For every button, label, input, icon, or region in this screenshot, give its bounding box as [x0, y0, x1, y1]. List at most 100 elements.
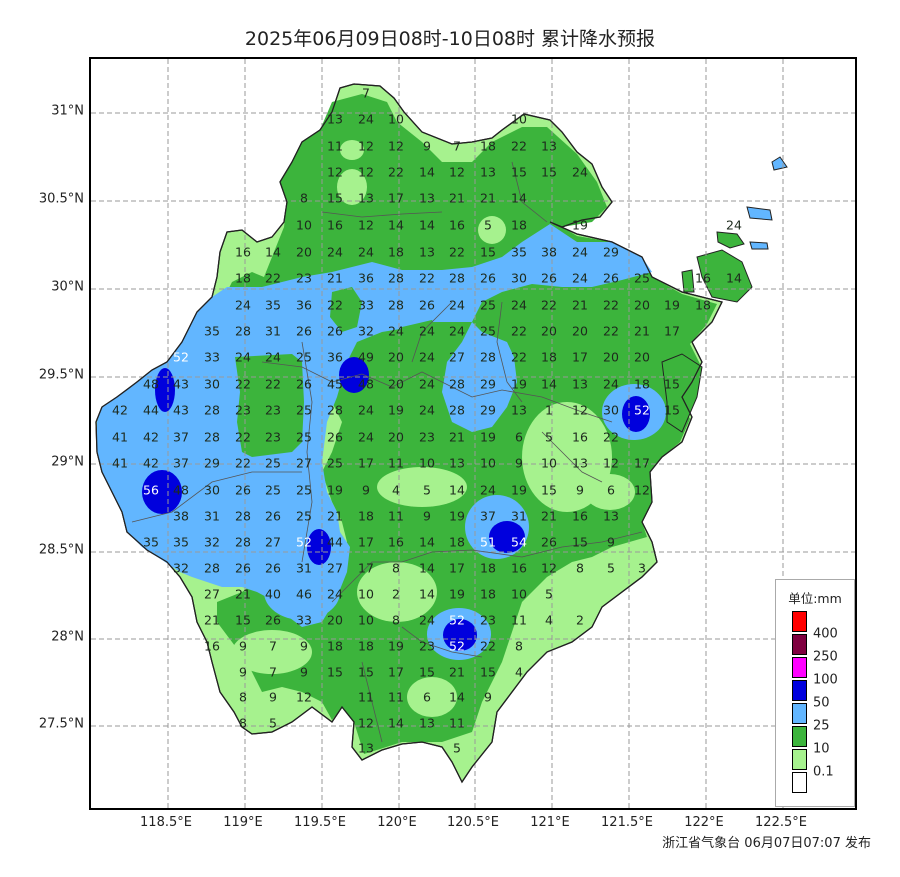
station-value: 24 [419, 402, 435, 418]
station-value: 20 [541, 323, 557, 339]
station-value: 21 [327, 270, 343, 286]
station-value: 14 [388, 217, 404, 233]
island [716, 231, 745, 249]
station-value: 14 [541, 376, 557, 392]
station-value: 18 [358, 508, 374, 524]
station-value: 11 [388, 455, 404, 471]
station-value: 17 [449, 560, 465, 576]
station-value: 22 [511, 323, 527, 339]
station-value: 25 [480, 323, 496, 339]
station-value: 25 [296, 349, 312, 365]
station-value: 24 [572, 270, 588, 286]
station-value: 27 [204, 586, 220, 602]
legend-swatch [792, 634, 807, 655]
station-value: 15 [235, 612, 251, 628]
station-value: 25 [480, 297, 496, 313]
station-value: 48 [173, 482, 189, 498]
station-value: 15 [664, 376, 680, 392]
station-value: 22 [235, 455, 251, 471]
x-tick-label: 119.5°E [294, 815, 346, 830]
rain-light-pocket [407, 677, 457, 717]
station-value: 12 [358, 164, 374, 180]
station-value: 16 [449, 217, 465, 233]
station-value: 13 [511, 402, 527, 418]
legend: 单位:mm 400 250 100 50 25 10 0.1 [775, 579, 855, 807]
station-value: 44 [327, 534, 343, 550]
station-value: 17 [358, 560, 374, 576]
y-tick-label: 28°N [51, 629, 84, 645]
x-tick-label: 121°E [530, 815, 570, 830]
station-value: 28 [204, 402, 220, 418]
station-value: 25 [296, 482, 312, 498]
station-value: 27 [296, 455, 312, 471]
island [681, 269, 695, 293]
station-value: 32 [204, 534, 220, 550]
station-value: 20 [634, 349, 650, 365]
rain-light-pocket [585, 474, 635, 510]
station-value: 30 [603, 402, 619, 418]
legend-swatch [792, 611, 807, 632]
station-value: 37 [173, 429, 189, 445]
city-borders [131, 161, 643, 743]
station-value: 28 [449, 402, 465, 418]
station-value: 5 [423, 482, 431, 498]
station-value: 17 [664, 323, 680, 339]
issuer-footer: 浙江省气象台 06月07日07:07 发布 [662, 836, 871, 851]
station-value: 11 [449, 715, 465, 731]
station-value: 51 [480, 534, 496, 550]
station-value: 33 [296, 612, 312, 628]
station-value: 32 [173, 560, 189, 576]
legend-swatch [792, 703, 807, 724]
station-value: 35 [511, 244, 527, 260]
station-value: 24 [327, 244, 343, 260]
station-value: 37 [173, 455, 189, 471]
y-tick-label: 30°N [51, 279, 84, 295]
station-value: 18 [358, 638, 374, 654]
station-value: 24 [511, 297, 527, 313]
station-value: 19 [388, 402, 404, 418]
station-value: 10 [388, 111, 404, 127]
station-value: 27 [265, 534, 281, 550]
station-value: 14 [419, 586, 435, 602]
rain-50-100-core [155, 368, 175, 412]
station-value: 16 [327, 217, 343, 233]
station-value: 11 [388, 508, 404, 524]
station-value: 18 [480, 138, 496, 154]
station-value: 21 [449, 429, 465, 445]
station-value: 28 [204, 429, 220, 445]
station-value: 16 [204, 638, 220, 654]
station-value: 52 [173, 349, 189, 365]
station-value: 23 [419, 638, 435, 654]
station-value: 17 [572, 349, 588, 365]
legend-swatch [792, 680, 807, 701]
station-value: 12 [541, 560, 557, 576]
station-value: 18 [634, 376, 650, 392]
station-value: 9 [515, 455, 523, 471]
station-value: 22 [388, 164, 404, 180]
station-value: 45 [327, 376, 343, 392]
map-frame: 7 13 24 10 10 11 12 12 9 7 18 22 13 12 12 22 14 12 13 15 15 2… [89, 57, 857, 810]
legend-level-label: 10 [813, 741, 830, 757]
station-value: 28 [449, 376, 465, 392]
station-value: 23 [296, 270, 312, 286]
station-value: 30 [204, 482, 220, 498]
station-value: 28 [480, 349, 496, 365]
rain-light-pocket [337, 169, 367, 205]
station-value: 8 [515, 638, 523, 654]
station-value: 12 [296, 689, 312, 705]
station-value: 12 [449, 164, 465, 180]
station-value: 24 [388, 323, 404, 339]
station-value: 15 [480, 664, 496, 680]
station-value: 22 [235, 429, 251, 445]
station-value: 20 [603, 349, 619, 365]
rain-50-100-core [307, 529, 331, 565]
rain-50-100-core [489, 521, 525, 553]
station-value: 12 [634, 482, 650, 498]
rain-light-pocket [232, 630, 312, 674]
station-value: 28 [388, 270, 404, 286]
station-value: 25 [265, 482, 281, 498]
station-value: 24 [449, 297, 465, 313]
station-value: 42 [143, 429, 159, 445]
station-value: 14 [511, 190, 527, 206]
rain-25-50-patch [264, 564, 340, 620]
